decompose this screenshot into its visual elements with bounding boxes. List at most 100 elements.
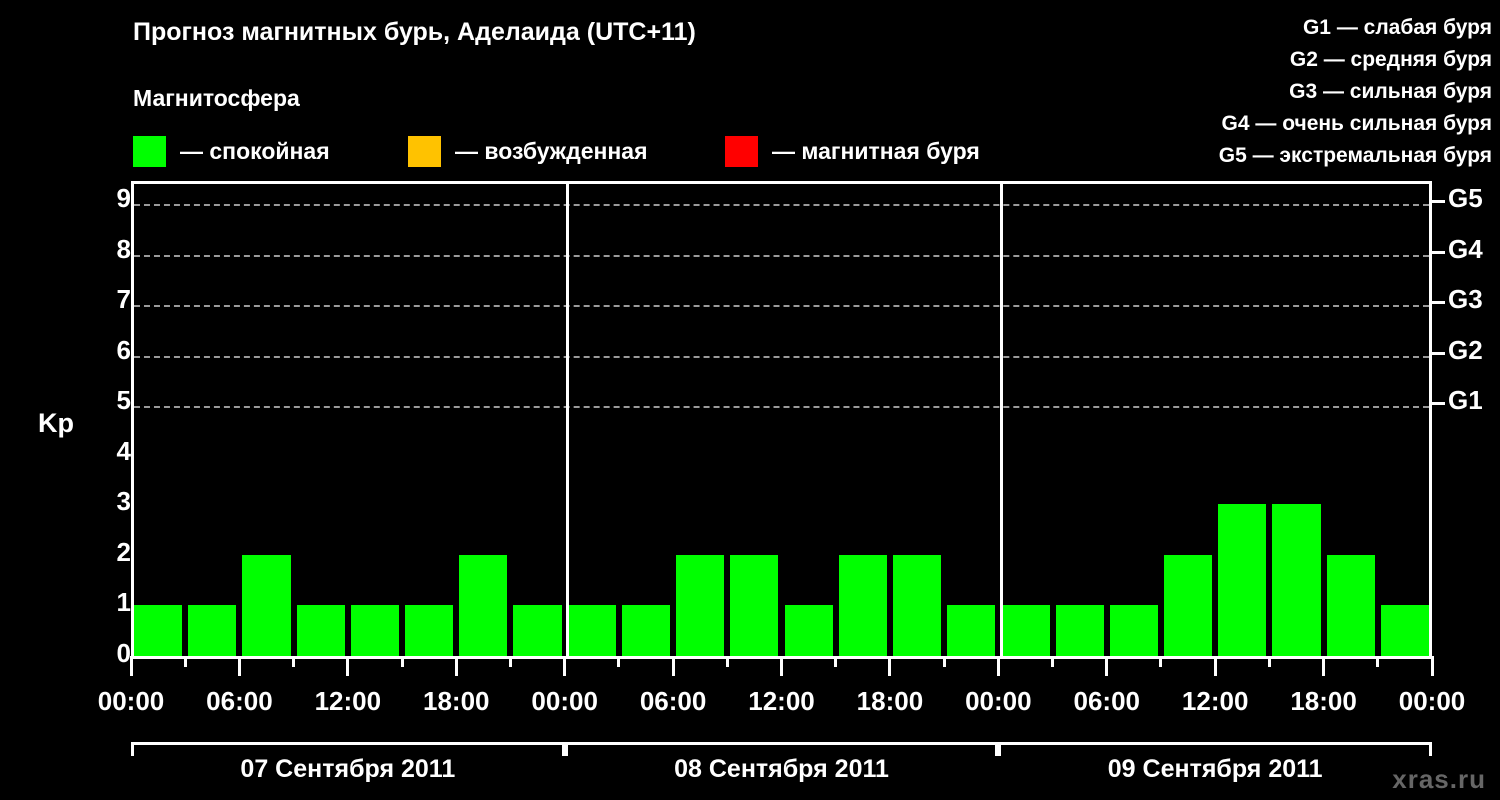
plot-area [131, 181, 1432, 656]
x-tick-24 [1430, 656, 1434, 676]
x-tick-20 [1213, 656, 1217, 676]
x-tick-0 [129, 656, 133, 676]
date-bracket-3 [998, 742, 1432, 756]
x-axis-label-2: 12:00 [314, 686, 382, 716]
bar [513, 605, 562, 656]
x-tick-19 [1159, 656, 1163, 667]
x-tick-14 [888, 656, 892, 676]
x-tick-21 [1267, 656, 1271, 667]
x-tick-22 [1322, 656, 1326, 676]
bar [1163, 554, 1213, 656]
date-bracket-1 [131, 742, 565, 756]
bar [838, 554, 887, 656]
right-tick-label-g5: G5 [1448, 183, 1483, 214]
x-axis-label-3: 18:00 [423, 686, 490, 716]
right-tick-g3 [1432, 301, 1445, 305]
right-tick-label-g4: G4 [1448, 233, 1483, 264]
bar [134, 605, 183, 656]
g-legend-code: G4 [1221, 112, 1256, 135]
x-tick-10 [671, 656, 675, 676]
g-legend-code: G5 [1218, 144, 1253, 167]
x-axis-label-8: 00:00 [965, 686, 1032, 716]
legend-label-calm: — спокойная [180, 137, 330, 164]
y-tick-label-1: 1 [116, 587, 131, 618]
watermark: xras.ru [1392, 764, 1486, 794]
gridline-kp-7 [134, 305, 1429, 308]
magnetosphere-legend: — спокойная — возбужденная — магнитная бур… [133, 133, 1033, 169]
plot-inner [134, 184, 1429, 656]
x-tick-11 [725, 656, 729, 667]
page-title: Прогноз магнитных бурь, Аделаида (UTC+11… [133, 18, 696, 46]
g-legend-text: — экстремальная буря [1252, 144, 1492, 167]
legend-swatch-excited [408, 135, 441, 167]
x-tick-4 [346, 656, 350, 676]
right-tick-g2 [1432, 351, 1445, 355]
bar [676, 554, 725, 656]
x-axis-label-6: 12:00 [748, 686, 815, 716]
legend-swatch-storm [725, 135, 758, 167]
bar-series [134, 184, 1429, 656]
g-legend-code: G2 [1289, 48, 1324, 71]
y-tick-label-6: 6 [116, 334, 131, 365]
g-legend-row-g2: G2 — средняя буря [1219, 44, 1492, 76]
x-tick-7 [508, 656, 512, 667]
x-tick-12 [780, 656, 783, 676]
x-axis-label-11: 18:00 [1290, 686, 1357, 716]
bar [405, 605, 454, 656]
x-tick-15 [942, 656, 946, 667]
g-scale-legend: G1 — слабая буря G2 — средняя буря G3 — си… [1219, 12, 1492, 172]
bar [621, 605, 671, 656]
bar [730, 554, 779, 656]
x-tick-23 [1376, 656, 1380, 667]
y-tick-label-2: 2 [116, 536, 131, 567]
x-tick-9 [617, 656, 621, 667]
date-label-3: 09 Сентября 2011 [1107, 755, 1323, 783]
date-label-2: 08 Сентября 2011 [674, 755, 889, 783]
legend-item-calm: — спокойная [133, 133, 330, 169]
y-tick-label-9: 9 [116, 183, 131, 214]
gridline-kp-8 [134, 254, 1429, 257]
date-label-1: 07 Сентября 2011 [240, 755, 456, 783]
x-axis-label-0: 00:00 [97, 686, 165, 716]
x-axis-label-10: 12:00 [1181, 686, 1249, 716]
y-tick-label-7: 7 [116, 284, 131, 315]
legend-item-storm: — магнитная буря [725, 133, 980, 169]
x-tick-18 [1105, 656, 1109, 676]
y-tick-label-4: 4 [116, 435, 131, 466]
right-tick-g1 [1432, 402, 1445, 406]
g-legend-code: G3 [1289, 80, 1323, 103]
y-axis-right: G1 G2 G3 G4 G5 [1432, 181, 1500, 656]
x-axis-label-7: 18:00 [856, 686, 924, 716]
x-axis-label-5: 06:00 [639, 686, 707, 716]
bar [784, 605, 833, 656]
bar [296, 605, 345, 656]
x-tick-5 [400, 656, 404, 667]
g-legend-text: — сильная буря [1322, 80, 1492, 103]
x-tick-1 [183, 656, 187, 667]
day-separator-2 [999, 184, 1003, 656]
g-legend-text: — средняя буря [1323, 48, 1492, 71]
bar [1326, 554, 1375, 656]
bar [567, 605, 616, 656]
bar [350, 605, 400, 656]
bar [1055, 605, 1104, 656]
legend-label-excited: — возбужденная [455, 137, 648, 164]
right-tick-label-g2: G2 [1448, 334, 1483, 365]
bar [1001, 605, 1050, 656]
y-tick-label-8: 8 [116, 233, 131, 264]
bar [947, 605, 996, 656]
x-axis-label-12: 00:00 [1398, 686, 1466, 716]
g-legend-text: — слабая буря [1336, 16, 1492, 39]
right-tick-label-g1: G1 [1448, 385, 1483, 416]
legend-item-excited: — возбужденная [408, 133, 648, 169]
g-legend-row-g1: G1 — слабая буря [1219, 12, 1492, 44]
bar [188, 605, 237, 656]
g-legend-row-g5: G5 — экстремальная буря [1219, 140, 1492, 172]
bar [459, 554, 508, 656]
right-tick-g5 [1432, 200, 1445, 204]
x-tick-16 [996, 656, 1000, 676]
date-bracket-2 [564, 742, 999, 756]
x-tick-6 [454, 656, 458, 676]
x-axis-ticks [129, 656, 1434, 678]
